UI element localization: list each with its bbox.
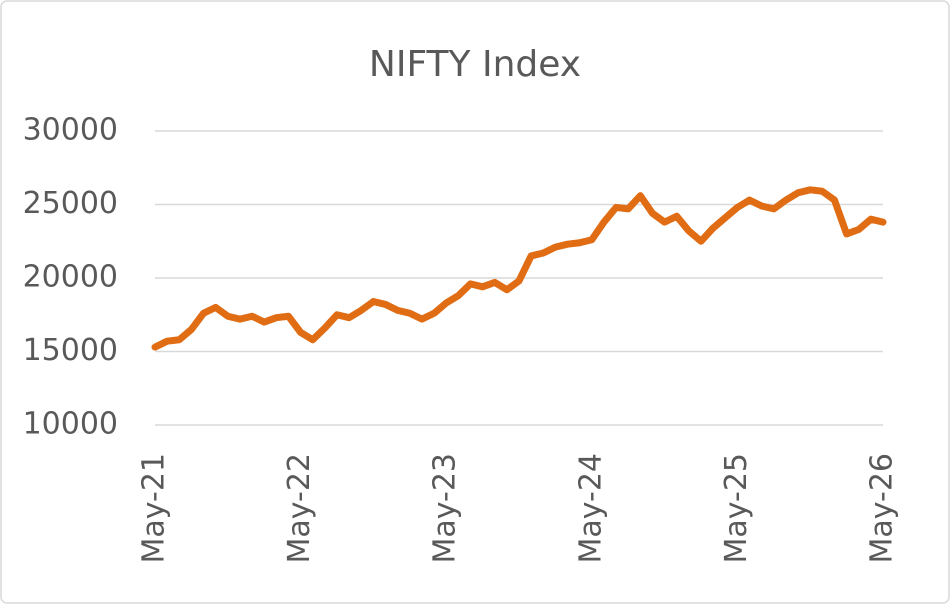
x-tick-label: May-23 — [428, 453, 463, 564]
y-tick-label: 10000 — [23, 407, 118, 442]
y-tick-label: 15000 — [23, 333, 118, 368]
y-tick-label: 30000 — [23, 113, 118, 148]
y-tick-label: 20000 — [23, 260, 118, 295]
x-tick-label: May-26 — [865, 453, 900, 564]
x-tick-label: May-21 — [137, 453, 172, 564]
data-line — [151, 186, 887, 351]
y-tick-label: 25000 — [23, 186, 118, 221]
x-tick-label: May-24 — [573, 453, 608, 564]
x-tick-label: May-25 — [719, 453, 754, 564]
x-tick-label: May-22 — [282, 453, 317, 564]
chart-title: NIFTY Index — [369, 44, 581, 85]
